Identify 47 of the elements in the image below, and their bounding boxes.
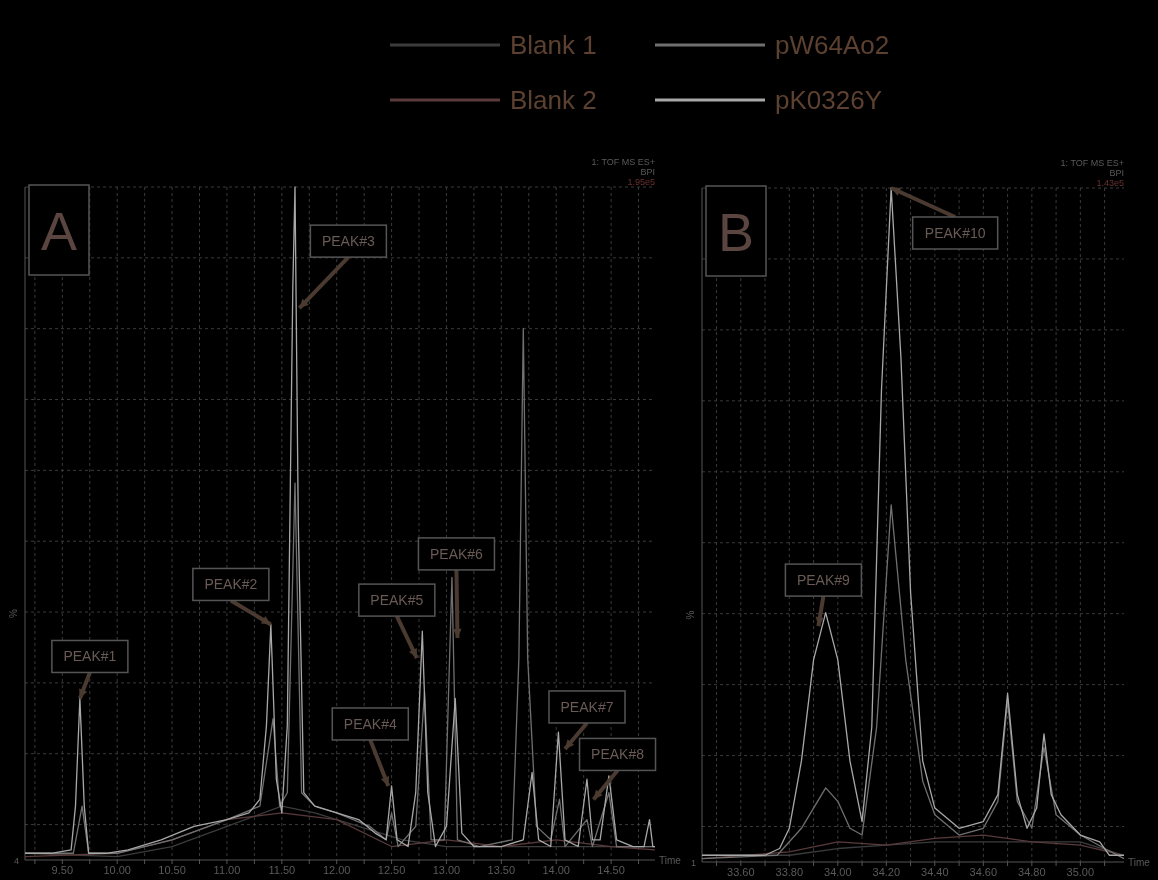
x-tick-label: 12.00 bbox=[322, 864, 351, 876]
x-tick-label: 34.20 bbox=[872, 866, 901, 878]
x-tick-label: 11.50 bbox=[268, 864, 296, 876]
x-tick-label: 13.00 bbox=[432, 864, 461, 876]
annotation: PEAK#5 bbox=[370, 592, 424, 609]
y-axis-title: % bbox=[685, 610, 696, 620]
annotation: PEAK#3 bbox=[321, 233, 376, 250]
x-tick-label: 10.00 bbox=[103, 864, 131, 876]
x-tick-label: 14.50 bbox=[597, 864, 625, 876]
x-tick-label: 34.60 bbox=[969, 866, 998, 878]
x-tick-label: 10.50 bbox=[158, 864, 186, 876]
x-tick-label: 34.40 bbox=[921, 866, 949, 878]
annotation: PEAK#4 bbox=[343, 715, 397, 732]
y-axis-title: % bbox=[8, 608, 19, 618]
x-tick-label: 34.00 bbox=[824, 866, 852, 878]
x-tick-label: 14.00 bbox=[542, 864, 570, 876]
x-tick-label: 34.80 bbox=[1018, 866, 1046, 878]
text: 1.95e5 bbox=[627, 177, 655, 187]
text: BPI bbox=[1109, 168, 1124, 178]
annotation: 1.43e5 bbox=[1096, 178, 1124, 188]
annotation: PEAK#8 bbox=[591, 746, 645, 763]
annotation: PEAK#6 bbox=[429, 545, 484, 562]
text: 1: TOF MS ES+ bbox=[591, 157, 655, 167]
text: 1: TOF MS ES+ bbox=[1060, 158, 1124, 168]
legend-label: Blank 1 bbox=[510, 30, 597, 60]
x-tick-label: 35.00 bbox=[1066, 866, 1095, 878]
x-axis-title: Time bbox=[659, 855, 682, 866]
legend-label: Blank 2 bbox=[510, 85, 597, 115]
text: 1 bbox=[690, 858, 696, 868]
annotation: PEAK#10 bbox=[924, 225, 986, 241]
annotation: PEAK#7 bbox=[560, 698, 614, 715]
annotation: B bbox=[717, 202, 755, 262]
annotation: PEAK#2 bbox=[204, 576, 258, 593]
annotation: PEAK#9 bbox=[796, 572, 851, 589]
annotation: A bbox=[40, 201, 78, 261]
x-tick-label: 33.60 bbox=[727, 866, 755, 878]
annotation: PEAK#1 bbox=[63, 648, 117, 665]
legend-label: pK0326Y bbox=[775, 85, 882, 115]
text: 4 bbox=[13, 856, 19, 866]
x-tick-label: 33.80 bbox=[775, 866, 804, 878]
text: BPI bbox=[640, 167, 655, 177]
x-axis-title: Time bbox=[1128, 857, 1151, 868]
x-tick-label: 13.50 bbox=[487, 864, 516, 876]
x-tick-label: 9.50 bbox=[51, 864, 74, 876]
x-tick-label: 11.00 bbox=[213, 864, 241, 876]
legend-label: pW64Ao2 bbox=[775, 30, 890, 60]
x-tick-label: 12.50 bbox=[377, 864, 406, 876]
